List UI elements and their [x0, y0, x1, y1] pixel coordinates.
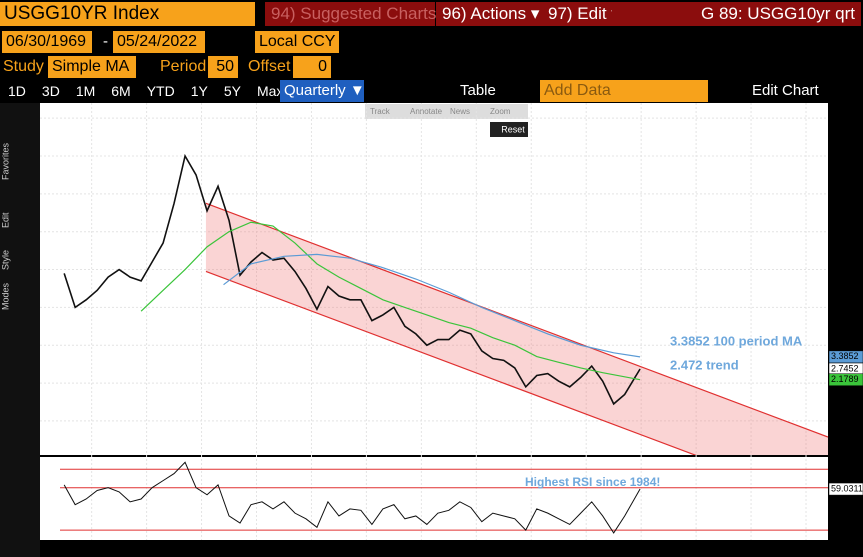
- range-button[interactable]: 1Y: [190, 83, 208, 99]
- study[interactable]: Simple MA: [48, 56, 136, 78]
- x-tick-label: 1970-1974: [68, 543, 116, 554]
- rsi-last-box: [828, 482, 863, 496]
- x-tick-label: 2010-2014: [507, 543, 555, 554]
- currency[interactable]: Local CCY: [255, 31, 339, 53]
- sidebar-label: Modes: [0, 282, 10, 310]
- y-tick-label: 0.00: [832, 416, 852, 427]
- table-button[interactable]: Table: [460, 82, 496, 99]
- x-tick-label: 1985-1989: [233, 543, 281, 554]
- y-tick-label: 4.00: [832, 340, 852, 351]
- sidebar-label: Favorites: [0, 142, 10, 180]
- last-value-box: [828, 373, 863, 386]
- range-button[interactable]: 1M: [75, 83, 96, 99]
- actions-menu[interactable]: 96) Actions ▾: [436, 2, 548, 26]
- y-tick-label: 16.00: [832, 113, 857, 124]
- y-tick-label: 6.00: [832, 302, 852, 313]
- end-date[interactable]: 05/24/2022: [113, 31, 205, 53]
- last-value-label: 2.1789: [831, 374, 859, 384]
- range-buttons: 1D 3D 1M 6M YTD 1Y 5Y Max: [0, 80, 291, 102]
- rsi-tick-label: 40: [832, 511, 844, 522]
- channel-line: [205, 270, 697, 455]
- sidebar-label: Edit: [0, 212, 10, 228]
- x-tick-label: 2015-2019: [562, 543, 610, 554]
- study-label: Study: [3, 58, 44, 75]
- edit-chart[interactable]: Edit Chart: [752, 82, 819, 99]
- sidebar-label: Style: [0, 250, 10, 270]
- offset-label: Offset: [248, 58, 291, 75]
- ticker[interactable]: USGG10YR Index: [0, 2, 255, 26]
- range-button[interactable]: 3D: [41, 83, 60, 99]
- series-line: [63, 153, 641, 406]
- reset-button[interactable]: [490, 122, 528, 137]
- rsi-annotation: Highest RSI since 1984!: [525, 475, 660, 489]
- x-tick-label: 1990-1994: [288, 543, 336, 554]
- x-tick-label: 2005-2009: [452, 543, 500, 554]
- range-button[interactable]: 6M: [111, 83, 131, 99]
- x-tick-label: 2030-2034: [727, 543, 775, 554]
- mini-tool: Annotate: [410, 107, 443, 116]
- offset[interactable]: 0: [293, 56, 331, 78]
- series-line: [140, 221, 641, 381]
- range-button[interactable]: YTD: [146, 83, 175, 99]
- date-dash: -: [103, 33, 108, 50]
- rsi-last-label: 59.0311: [831, 483, 863, 493]
- channel: [205, 202, 828, 455]
- range-button[interactable]: 1D: [8, 83, 26, 99]
- mini-tool: News: [450, 107, 470, 116]
- x-tick-label: 2020-2024: [617, 543, 665, 554]
- last-value-box: [828, 350, 863, 364]
- last-value-label: 2.7452: [831, 363, 859, 373]
- frequency[interactable]: Quarterly ▼: [280, 80, 365, 102]
- channel-line: [205, 202, 828, 438]
- last-value-label: 3.3852: [831, 351, 859, 361]
- side-toolbar: [0, 103, 40, 557]
- chart-name: G 89: USGG10yr qrt: [612, 2, 861, 26]
- reset[interactable]: Reset: [501, 124, 525, 134]
- mini-toolbar: [365, 104, 528, 119]
- range-button[interactable]: Max: [256, 83, 284, 99]
- x-tick-label: 1995-1999: [342, 543, 390, 554]
- x-tick-label: 1980-1984: [178, 543, 226, 554]
- y-tick-label: 12.00: [832, 188, 857, 199]
- x-tick-label: 2000-2004: [397, 543, 445, 554]
- x-tick-label: 1975-1979: [123, 543, 171, 554]
- y-tick-label: 10.00: [832, 226, 857, 237]
- annotation: 2.472 trend: [670, 357, 739, 372]
- y-tick-label: 14.00: [832, 151, 857, 162]
- series-line: [223, 253, 641, 358]
- edit-menu[interactable]: 97) Edit ▾: [542, 2, 620, 26]
- channel-fill: [205, 203, 828, 455]
- x-tick-label: 2025-2029: [672, 543, 720, 554]
- annotation: 3.3852 100 period MA: [670, 333, 803, 348]
- x-tick-label: 2035-2039: [782, 543, 830, 554]
- plot-bg: [40, 103, 828, 540]
- start-date[interactable]: 06/30/1969: [2, 31, 92, 53]
- mini-tool: Track: [370, 107, 391, 116]
- period-label: Period: [160, 58, 207, 75]
- y-tick-label: 8.00: [832, 264, 852, 275]
- suggested-charts[interactable]: 94) Suggested Charts: [265, 2, 436, 26]
- range-button[interactable]: 5Y: [223, 83, 241, 99]
- add-data[interactable]: Add Data: [540, 80, 708, 102]
- period[interactable]: 50: [208, 56, 238, 78]
- mini-tool: Zoom: [490, 107, 511, 116]
- series-line: [63, 461, 641, 534]
